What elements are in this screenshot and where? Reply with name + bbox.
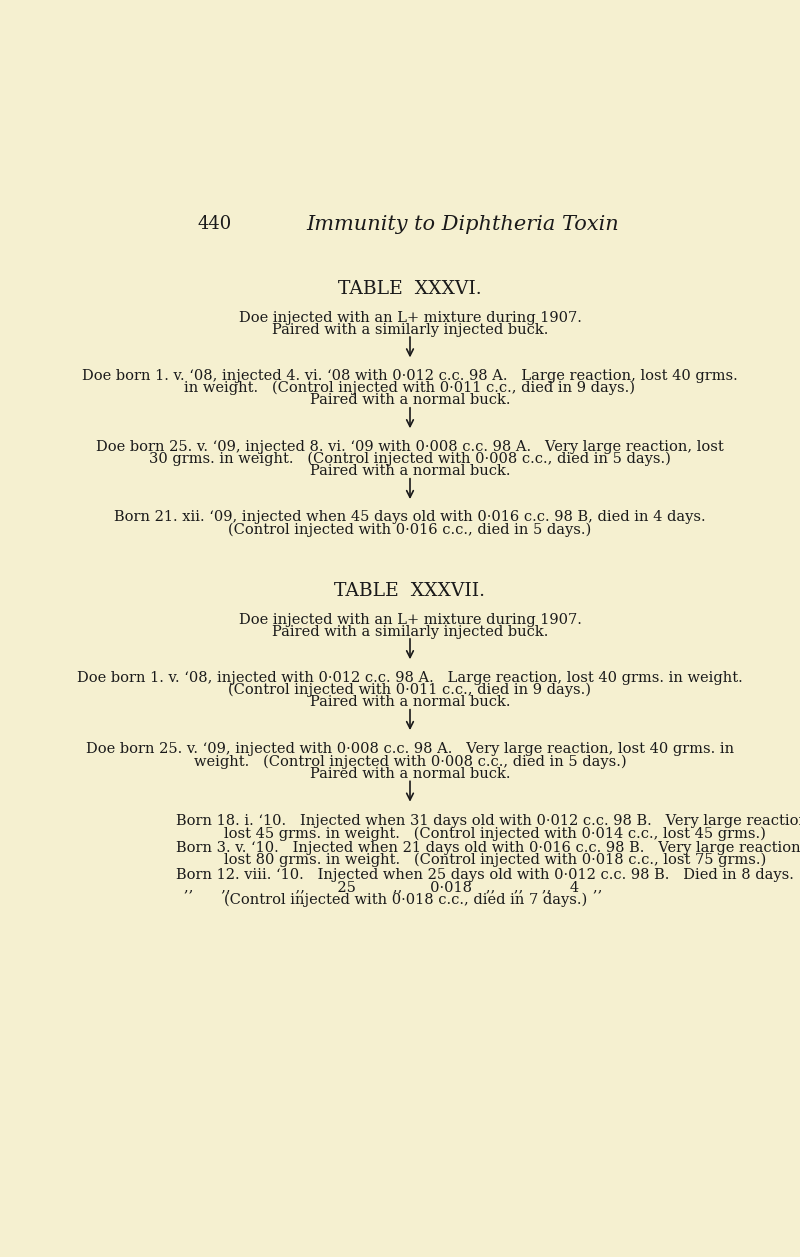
Text: Doe injected with an L+ mixture during 1907.: Doe injected with an L+ mixture during 1… [238, 310, 582, 326]
Text: Born 21. xii. ‘09, injected when 45 days old with 0·016 c.c. 98 B, died in 4 day: Born 21. xii. ‘09, injected when 45 days… [114, 510, 706, 524]
Text: Immunity to Diphtheria Toxin: Immunity to Diphtheria Toxin [306, 215, 619, 234]
Text: Born 18. i. ‘10.   Injected when 31 days old with 0·012 c.c. 98 B.   Very large : Born 18. i. ‘10. Injected when 31 days o… [176, 813, 800, 828]
Text: Paired with a normal buck.: Paired with a normal buck. [310, 464, 510, 478]
Text: Doe born 1. v. ‘08, injected with 0·012 c.c. 98 A.   Large reaction, lost 40 grm: Doe born 1. v. ‘08, injected with 0·012 … [77, 670, 743, 685]
Text: 440: 440 [198, 215, 232, 233]
Text: Doe born 1. v. ‘08, injected 4. vi. ‘08 with 0·012 c.c. 98 A.   Large reaction, : Doe born 1. v. ‘08, injected 4. vi. ‘08 … [82, 368, 738, 382]
Text: Doe born 25. v. ‘09, injected with 0·008 c.c. 98 A.   Very large reaction, lost : Doe born 25. v. ‘09, injected with 0·008… [86, 742, 734, 757]
Text: weight.   (Control injected with 0·008 c.c., died in 5 days.): weight. (Control injected with 0·008 c.c… [194, 754, 626, 769]
Text: (Control injected with 0·018 c.c., died in 7 days.): (Control injected with 0·018 c.c., died … [224, 892, 587, 906]
Text: (Control injected with 0·016 c.c., died in 5 days.): (Control injected with 0·016 c.c., died … [228, 523, 592, 537]
Text: Paired with a similarly injected buck.: Paired with a similarly injected buck. [272, 323, 548, 337]
Text: Paired with a normal buck.: Paired with a normal buck. [310, 767, 510, 781]
Text: (Control injected with 0·011 c.c., died in 9 days.): (Control injected with 0·011 c.c., died … [229, 683, 591, 698]
Text: lost 45 grms. in weight.   (Control injected with 0·014 c.c., lost 45 grms.): lost 45 grms. in weight. (Control inject… [224, 826, 766, 841]
Text: Paired with a normal buck.: Paired with a normal buck. [310, 393, 510, 407]
Text: Born 12. viii. ‘10.   Injected when 25 days old with 0·012 c.c. 98 B.   Died in : Born 12. viii. ‘10. Injected when 25 day… [176, 867, 794, 881]
Text: lost 80 grms. in weight.   (Control injected with 0·018 c.c., lost 75 grms.): lost 80 grms. in weight. (Control inject… [224, 854, 766, 867]
Text: TABLE  XXXVII.: TABLE XXXVII. [334, 582, 486, 600]
Text: TABLE  XXXVI.: TABLE XXXVI. [338, 280, 482, 298]
Text: Paired with a normal buck.: Paired with a normal buck. [310, 695, 510, 709]
Text: 30 grms. in weight.   (Control injected with 0·008 c.c., died in 5 days.): 30 grms. in weight. (Control injected wi… [149, 453, 671, 466]
Text: ,,      ,,              ,,       25        ,,      0·018   ,,    ,,    ,,    4  : ,, ,, ,, 25 ,, 0·018 ,, ,, ,, 4 [184, 880, 616, 894]
Text: Doe injected with an L+ mixture during 1907.: Doe injected with an L+ mixture during 1… [238, 613, 582, 627]
Text: Doe born 25. v. ‘09, injected 8. vi. ‘09 with 0·008 c.c. 98 A.   Very large reac: Doe born 25. v. ‘09, injected 8. vi. ‘09… [96, 440, 724, 454]
Text: in weight.   (Control injected with 0·011 c.c., died in 9 days.): in weight. (Control injected with 0·011 … [185, 381, 635, 396]
Text: Paired with a similarly injected buck.: Paired with a similarly injected buck. [272, 625, 548, 639]
Text: Born 3. v. ‘10.   Injected when 21 days old with 0·016 c.c. 98 B.   Very large r: Born 3. v. ‘10. Injected when 21 days ol… [176, 841, 800, 855]
